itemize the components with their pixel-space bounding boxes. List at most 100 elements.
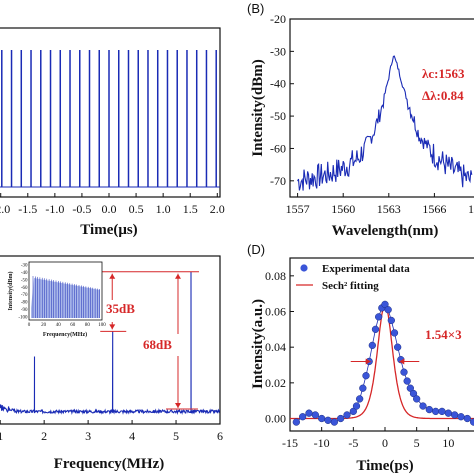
panel-d: (D) -15-10-50510150.000.020.040.060.08 1… (247, 242, 474, 474)
panel-b-x-tick-label: 1569 (468, 202, 474, 216)
panel-d-y-tick-label: 0.02 (265, 376, 286, 390)
panel-b-plot-area (289, 18, 474, 198)
inset-y-tick-label: -90 (21, 308, 28, 313)
panel-d-y-tick-label: 0.08 (265, 269, 286, 283)
panel-d-data-point (432, 407, 440, 416)
panel-c-rf-spectrum-line (0, 271, 221, 416)
inset-y-tick-label: -30 (21, 264, 28, 269)
panel-b-x-tick-label: 1557 (286, 202, 310, 216)
panel-b-y-tick-label: -30 (270, 44, 286, 58)
panel-d-data-point (368, 341, 376, 350)
fwhm-arrowhead-right (399, 358, 405, 365)
inset-y-tick-label: -40 (21, 271, 28, 276)
panel-b: (B) 1557 1560 1563 1566 1569 -20 -30 -40 -50 -60 -… (247, 1, 474, 239)
panel-a-x-tick-label: -0.5 (72, 202, 91, 216)
panel-d-label: (D) (247, 242, 265, 257)
panel-a-x-ticks: -2.0 -1.5 -1.0 -0.5 0.0 0.5 1.0 1.5 2.0 (0, 193, 225, 216)
panel-d-plot-area (289, 257, 474, 432)
inset-y-tick-label: -80 (21, 301, 28, 306)
panel-c: 1 2 3 4 5 6 35dB 68dB 0 20 40 60 80 100 -30 -40 -50 -6… (0, 255, 223, 472)
panel-d-x-tick-label: 10 (442, 436, 454, 450)
panel-b-y-tick-label: -50 (270, 109, 286, 123)
panel-d-data-point (381, 300, 389, 309)
panel-d-data-point (390, 329, 399, 337)
inset-x-tick-label: 0 (28, 323, 31, 328)
panel-d-data-point (470, 418, 474, 426)
panel-b-ticks: 1557 1560 1563 1566 1569 -20 -30 -40 -50 -60 -70 (270, 12, 474, 216)
panel-d-data-point (375, 313, 383, 321)
panel-d-x-axis-label: Time(ps) (356, 458, 413, 474)
panel-a-x-tick-label: 0.0 (102, 202, 117, 216)
inset-spectrum-fill (31, 276, 100, 318)
panel-c-annotation-35db: 35dB (106, 301, 135, 316)
inset-ticks: 0 20 40 60 80 100 -30 -40 -50 -60 -70 -80 -90 -100 (18, 264, 106, 329)
fwhm-arrowhead-left (365, 358, 371, 365)
panel-c-annotation-arrows (100, 271, 199, 410)
panel-c-x-tick-label: 1 (0, 429, 3, 443)
panel-d-data-point (463, 414, 471, 423)
panel-b-y-tick-label: -70 (270, 174, 286, 188)
panel-d-data-point (444, 409, 452, 417)
panel-a-x-tick-label: -1.0 (45, 202, 64, 216)
panel-d-x-tick-label: -10 (314, 436, 330, 450)
panel-d-data-point (403, 377, 411, 385)
panel-d-data-point (438, 407, 446, 416)
panel-a-x-tick-label: 1.0 (156, 202, 171, 216)
panel-d-data-point (337, 414, 345, 423)
panel-d-y-tick-label: 0.04 (265, 340, 286, 354)
panel-c-plot-area (0, 255, 221, 425)
panel-d-data-point (406, 384, 414, 392)
panel-d-width-arrows (350, 358, 420, 365)
panel-d-x-tick-label: -15 (282, 436, 298, 450)
panel-d-data-point (394, 343, 402, 351)
panel-d-data-point (324, 416, 332, 424)
panel-b-x-tick-label: 1566 (422, 202, 446, 216)
panel-a-x-tick-label: 1.5 (183, 202, 198, 216)
annotation-arrowhead (174, 403, 181, 408)
panel-d-data-point (387, 316, 395, 325)
inset-x-axis-label: Frequency(MHz) (43, 331, 87, 338)
panel-b-x-tick-label: 1560 (331, 202, 355, 216)
panel-d-data-point (352, 402, 361, 410)
panel-d-data-point (419, 402, 427, 410)
panel-d-data-point (292, 418, 300, 426)
panel-d-x-tick-label: -5 (348, 436, 358, 450)
panel-c-x-tick-label: 2 (41, 429, 47, 443)
panel-a-x-axis-label: Time(μs) (80, 222, 137, 238)
panel-d-legend: Experimental data Sech² fitting (296, 263, 410, 292)
panel-c-x-tick-label: 4 (129, 429, 135, 443)
panel-d-sech2-fit-curve (290, 303, 474, 420)
panel-c-x-tick-label: 3 (85, 429, 91, 443)
panel-d-data-point (311, 411, 319, 419)
panel-b-y-tick-label: -40 (270, 77, 286, 91)
panel-d-data-point (305, 409, 313, 417)
panel-d-data-point (413, 395, 421, 403)
panel-b-y-tick-label: -20 (270, 12, 286, 26)
panel-d-data-point (409, 389, 418, 398)
panel-d-data-point (457, 413, 465, 421)
inset-y-tick-label: -70 (21, 293, 28, 298)
annotation-arrowhead (109, 273, 116, 279)
panel-c-inset: 0 20 40 60 80 100 -30 -40 -50 -60 -70 -80 -90 -100 Fr… (7, 261, 106, 338)
panel-d-y-tick-label: 0.00 (265, 412, 286, 426)
panel-d-data-points (292, 300, 474, 426)
panel-d-y-axis-label: Intensity(a.u.) (250, 299, 266, 389)
annotation-arrowhead (174, 273, 181, 279)
panel-d-data-point (359, 384, 367, 392)
panel-a-pulse-train (0, 50, 220, 188)
annotation-arrowhead (109, 324, 116, 330)
panel-b-label: (B) (247, 1, 264, 16)
panel-d-data-point (356, 395, 364, 403)
panel-d-data-point (425, 405, 433, 414)
panel-a-x-tick-label: 0.5 (129, 202, 144, 216)
panel-d-x-tick-label: 0 (382, 436, 388, 450)
inset-x-tick-label: 80 (85, 323, 91, 328)
panel-d-x-tick-label: 5 (414, 436, 420, 450)
panel-a-x-tick-label: -1.5 (18, 202, 37, 216)
legend-label-fit: Sech² fitting (322, 280, 379, 292)
panel-d-data-point (299, 413, 307, 421)
panel-b-annotation-bandwidth: Δλ:0.84 (422, 88, 464, 103)
panel-d-data-point (451, 411, 459, 419)
panel-d-ticks: -15-10-50510150.000.020.040.060.08 (265, 269, 454, 450)
